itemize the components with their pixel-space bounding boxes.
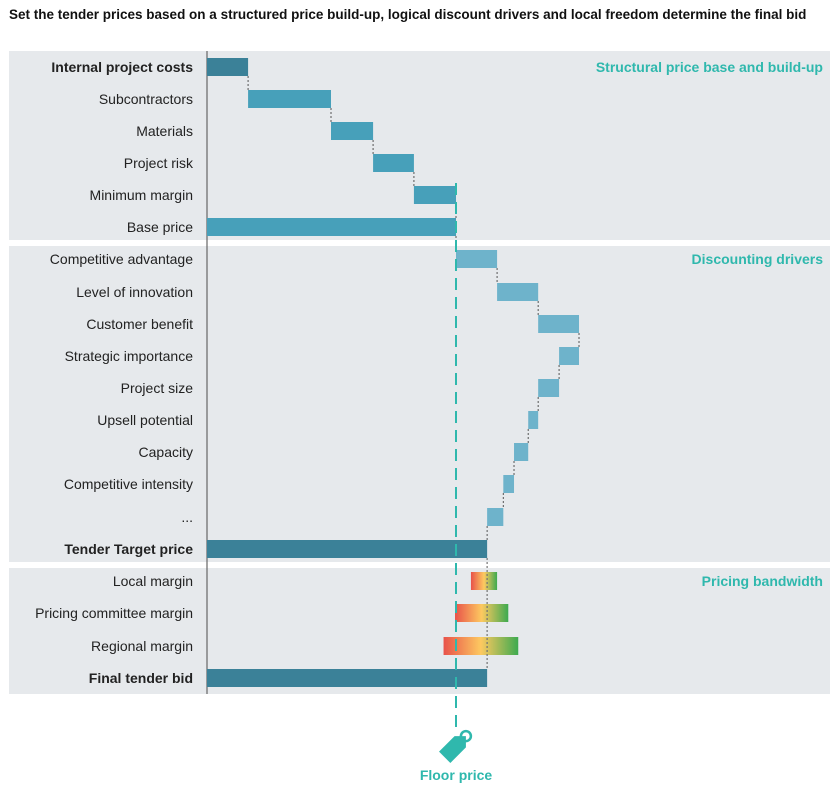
row-label: Tender Target price [64,541,193,557]
bar-strategic-importance [559,347,580,365]
row-label: Materials [136,123,193,139]
bar-regional-margin [443,637,519,655]
row-label: Minimum margin [90,187,193,203]
row-label: Final tender bid [89,670,193,686]
row-label: Regional margin [91,638,193,654]
chart-title: Set the tender prices based on a structu… [9,7,807,22]
bar-minimum-margin [413,186,456,204]
bar-upsell-potential [528,411,539,429]
row-label: Subcontractors [99,91,193,107]
row-label: Local margin [113,573,193,589]
bar-capacity [514,443,529,461]
row-label: Capacity [139,444,193,460]
floor-price-label: Floor price [420,767,493,783]
bar-- [487,508,504,526]
bar-internal-project-costs [207,58,249,76]
section-panel [9,51,830,240]
bar-project-risk [373,154,414,172]
row-label: Project size [121,380,194,396]
row-label: Customer benefit [86,316,193,332]
bar-materials [331,122,374,140]
bar-local-margin [470,572,498,590]
section-label: Structural price base and build-up [596,59,823,75]
bar-competitive-intensity [503,475,515,493]
row-label: Competitive advantage [50,251,193,267]
bar-final-tender-bid [207,669,488,687]
bar-project-size [538,379,560,397]
row-label: Internal project costs [51,59,193,75]
row-label: Pricing committee margin [35,605,193,621]
row-label: Competitive intensity [64,476,193,492]
section-label: Pricing bandwidth [702,573,823,589]
row-label: Upsell potential [97,412,193,428]
row-label: Project risk [124,155,194,171]
row-label: Level of innovation [76,284,193,300]
bar-base-price [207,218,456,236]
bar-pricing-committee-margin [455,604,509,622]
price-tag-icon [439,729,473,763]
row-label: Strategic importance [65,348,194,364]
section-panel [9,246,830,562]
row-label: Base price [127,219,193,235]
bar-level-of-innovation [497,283,539,301]
bar-subcontractors [248,90,332,108]
section-label: Discounting drivers [692,251,824,267]
bar-customer-benefit [538,315,580,333]
bar-competitive-advantage [456,250,498,268]
row-label: ... [181,509,193,525]
bar-tender-target-price [207,540,488,558]
